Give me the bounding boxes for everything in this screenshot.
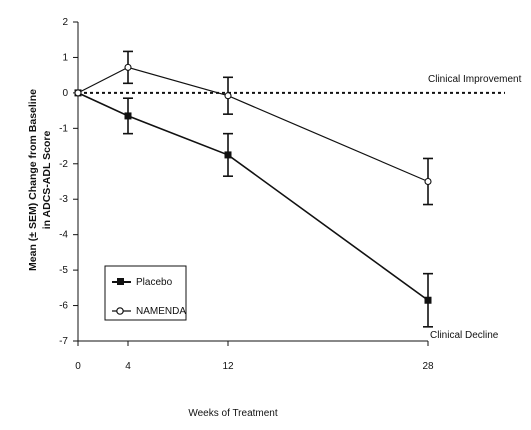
namenda-line	[77, 66, 429, 183]
legend-placebo-label: Placebo	[136, 277, 173, 288]
placebo-line	[77, 92, 429, 301]
y-tick-label-7: -5	[59, 265, 68, 276]
y-tick-label-3: -1	[59, 123, 68, 134]
y-tick-label-1: 1	[62, 52, 68, 63]
legend: Placebo NAMENDA	[104, 265, 187, 321]
clinical-improvement-label: Clinical Improvement	[428, 74, 522, 85]
x-tick-label-1: 4	[125, 361, 131, 372]
y-tick-label-4: -2	[59, 159, 68, 170]
namenda-point-3	[424, 177, 432, 186]
y-tick-label-8: -6	[59, 301, 68, 312]
x-axis: 0 4 12 28	[75, 340, 434, 372]
y-tick-label-5: -3	[59, 194, 68, 205]
placebo-point-2	[224, 151, 232, 159]
y-axis-title: Mean (± SEM) Change from Baseline in ADC…	[27, 89, 53, 271]
x-tick-label-0: 0	[75, 361, 81, 372]
namenda-point-0	[74, 89, 82, 97]
y-tick-label-0: 2	[62, 17, 68, 28]
y-tick-label-2: 0	[62, 88, 68, 99]
y-axis: 2 1 0 -1 -2 -3 -4 -5 -6 -7	[59, 17, 79, 347]
y-tick-label-6: -4	[59, 230, 68, 241]
x-tick-label-2: 12	[222, 361, 234, 372]
legend-namenda-label: NAMENDA	[136, 306, 186, 317]
legend-namenda-marker	[116, 307, 124, 315]
placebo-point-3	[424, 296, 432, 304]
series-namenda	[74, 50, 433, 206]
legend-placebo-marker	[117, 278, 124, 285]
y-axis-title-line-2: in ADCS-ADL Score	[41, 131, 53, 230]
x-axis-title: Weeks of Treatment	[188, 408, 278, 419]
y-tick-label-9: -7	[59, 336, 68, 347]
x-tick-label-3: 28	[422, 361, 434, 372]
namenda-point-1	[124, 63, 132, 71]
series-layer	[74, 50, 433, 328]
placebo-point-1	[124, 112, 132, 120]
clinical-decline-label: Clinical Decline	[430, 330, 499, 341]
namenda-point-2	[224, 92, 232, 100]
y-axis-title-line-1: Mean (± SEM) Change from Baseline	[27, 89, 39, 271]
